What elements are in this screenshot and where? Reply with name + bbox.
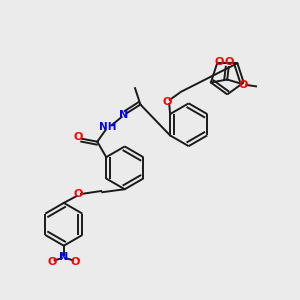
Text: O: O bbox=[74, 189, 83, 199]
Text: N: N bbox=[119, 110, 129, 120]
Text: O: O bbox=[73, 132, 83, 142]
Text: N: N bbox=[59, 252, 68, 262]
Text: NH: NH bbox=[99, 122, 116, 132]
Text: O: O bbox=[70, 257, 80, 267]
Text: O: O bbox=[224, 57, 233, 67]
Text: -: - bbox=[77, 254, 80, 264]
Text: O: O bbox=[162, 97, 172, 106]
Text: O: O bbox=[48, 257, 57, 267]
Text: O: O bbox=[239, 80, 248, 90]
Text: O: O bbox=[215, 57, 224, 67]
Text: +: + bbox=[60, 253, 66, 259]
